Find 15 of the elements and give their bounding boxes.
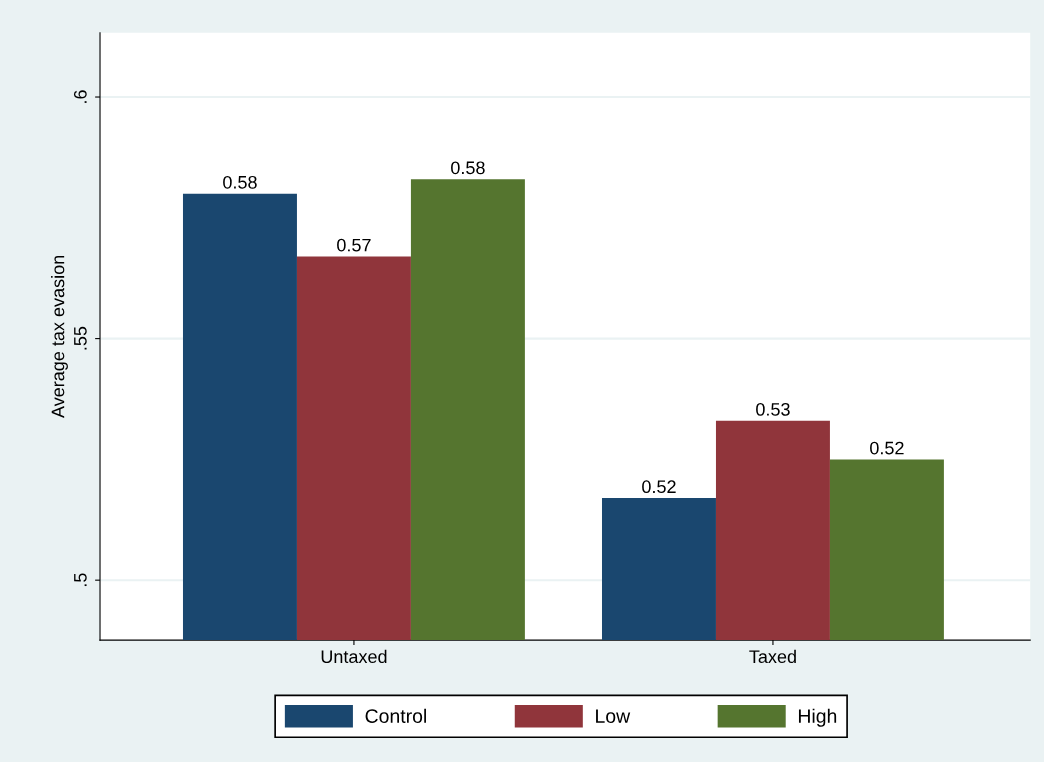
legend-label: High xyxy=(798,708,837,727)
x-tick-label: Taxed xyxy=(749,649,796,664)
data-label: 0.58 xyxy=(451,161,485,175)
data-label: 0.52 xyxy=(870,441,904,455)
y-tick-label: .55 xyxy=(74,326,87,350)
y-tick-label: .6 xyxy=(73,90,87,103)
y-axis-title: Average tax evasion xyxy=(51,255,68,419)
data-label: 0.53 xyxy=(756,402,790,416)
x-tick-label: Untaxed xyxy=(321,649,387,664)
legend-label: Control xyxy=(365,708,426,723)
legend-label: Low xyxy=(596,709,631,723)
data-label: 0.52 xyxy=(642,480,676,494)
data-label: 0.58 xyxy=(223,175,257,189)
y-tick-label: .5 xyxy=(74,573,87,587)
data-label: 0.57 xyxy=(337,238,371,252)
